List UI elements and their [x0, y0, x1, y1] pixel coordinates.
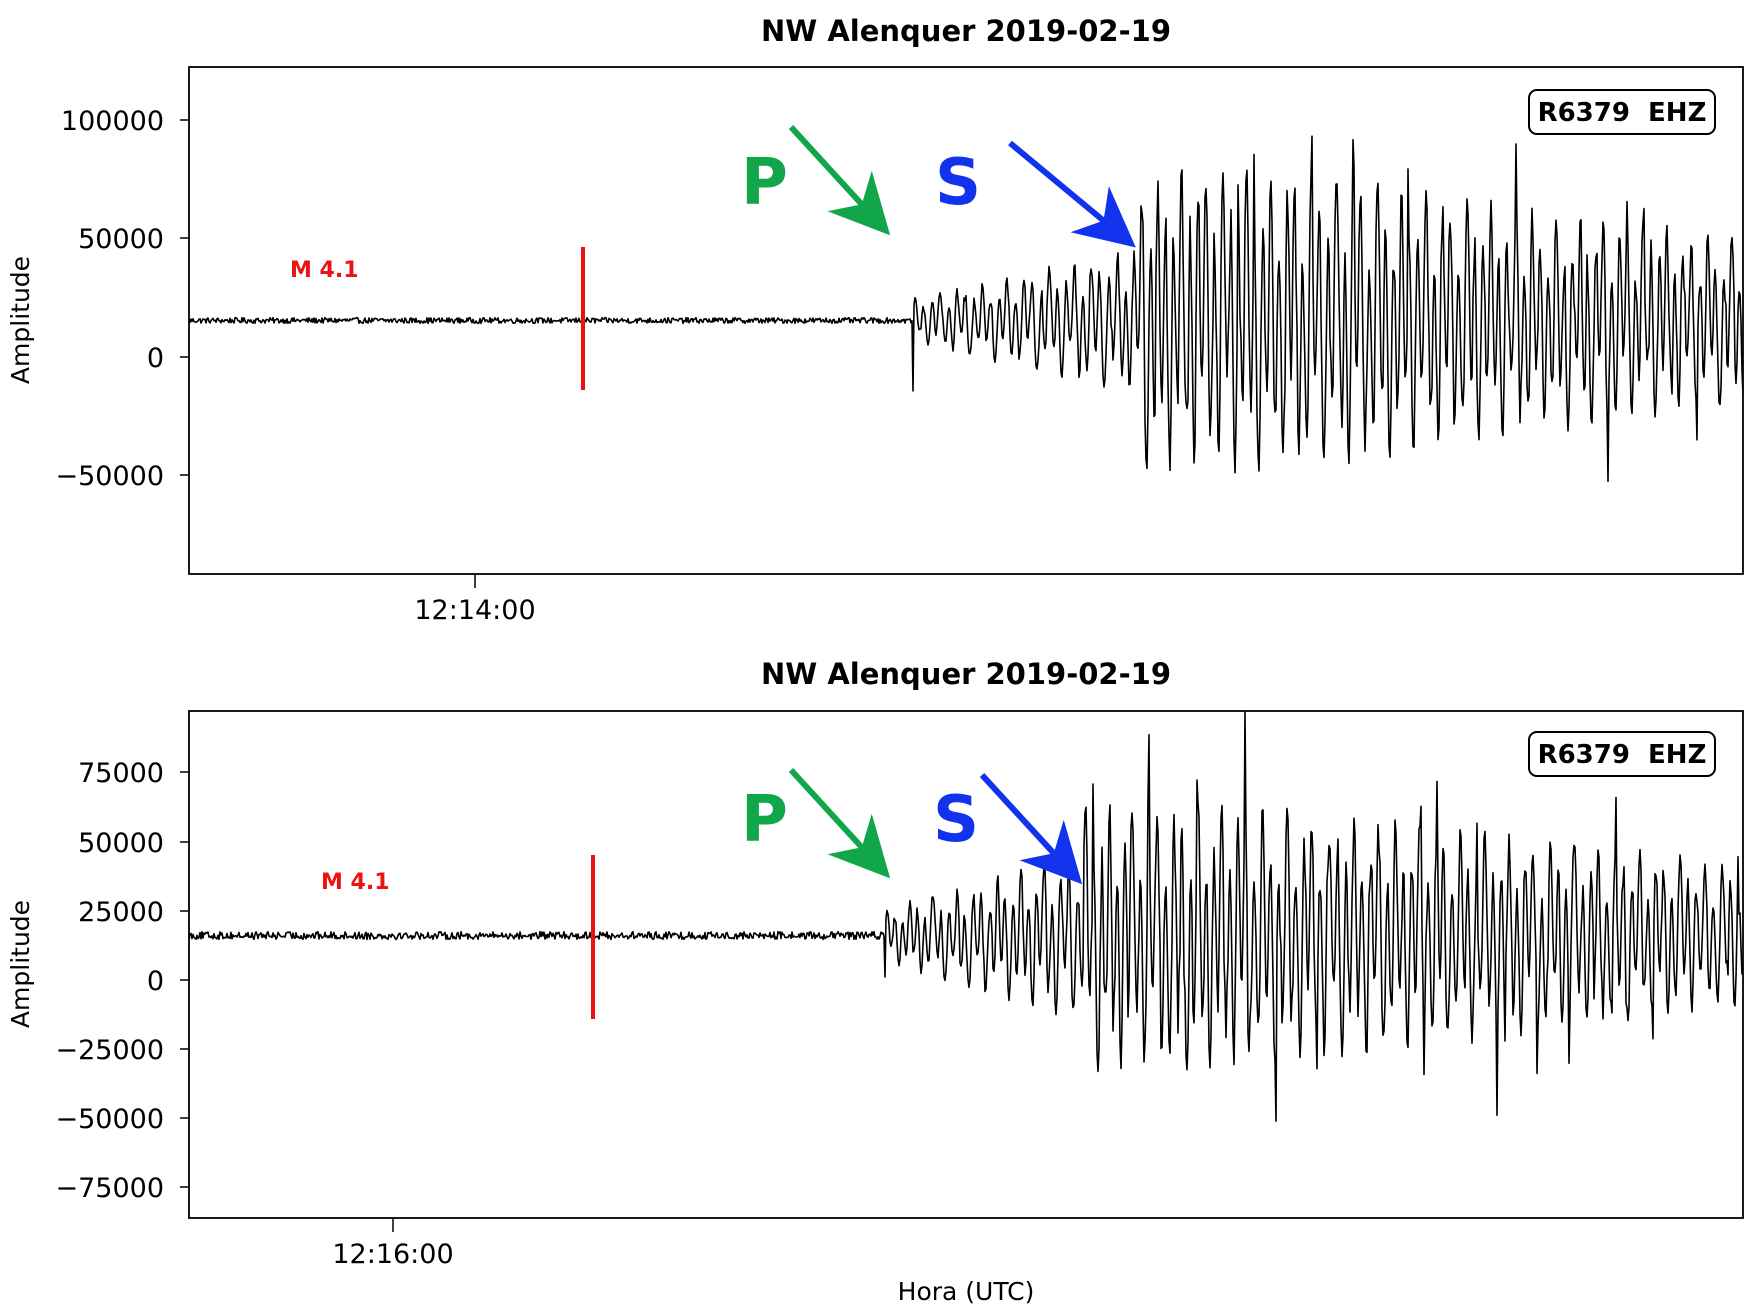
station-badge: R6379 EHZ [1528, 89, 1716, 135]
y-tick-label: −50000 [55, 461, 164, 492]
station-label: R6379 EHZ [1538, 740, 1707, 770]
y-tick-label: −25000 [55, 1035, 164, 1066]
x-axis: 12:16:00 Hora (UTC) [332, 1218, 1034, 1306]
y-axis-label: Amplitude [6, 256, 35, 384]
y-tick-label: 25000 [78, 897, 164, 928]
x-tick-label: 12:14:00 [414, 595, 535, 626]
plot-frame [188, 66, 1744, 575]
p-wave-label: P [741, 146, 788, 220]
y-tick-label: −50000 [55, 1104, 164, 1135]
x-tick-label: 12:16:00 [332, 1239, 453, 1270]
y-tick-label: −75000 [55, 1173, 164, 1204]
y-tick-label: 75000 [78, 758, 164, 789]
y-axis-label: Amplitude [6, 900, 35, 1028]
s-wave-arrow [1008, 140, 1136, 248]
chart-panel-bottom: NW Alenquer 2019-02-19 75000 50000 25000… [6, 657, 1744, 1306]
magnitude-label: M 4.1 [321, 870, 390, 895]
chart-title: NW Alenquer 2019-02-19 [761, 657, 1171, 691]
y-tick-label: 100000 [61, 106, 164, 137]
magnitude-label: M 4.1 [290, 258, 359, 283]
y-axis: 75000 50000 25000 0 −25000 −50000 −75000… [6, 758, 189, 1204]
station-badge-box [1528, 731, 1716, 777]
s-wave-label: S [933, 783, 979, 857]
x-axis-label: Hora (UTC) [898, 1277, 1035, 1306]
p-wave-arrow [788, 767, 891, 879]
chart-panel-top: NW Alenquer 2019-02-19 100000 50000 0 −5… [6, 14, 1744, 626]
y-tick-label: 50000 [78, 828, 164, 859]
y-tick-label: 0 [147, 966, 164, 997]
y-axis: 100000 50000 0 −50000 Amplitude [6, 106, 189, 492]
p-wave-arrow [788, 124, 891, 236]
x-axis: 12:14:00 [414, 574, 536, 626]
chart-title: NW Alenquer 2019-02-19 [761, 14, 1171, 48]
y-tick-label: 0 [147, 343, 164, 374]
p-wave-label: P [741, 783, 788, 857]
plot-frame [188, 710, 1744, 1219]
s-wave-label: S [935, 146, 981, 220]
seismogram-trace [189, 711, 1743, 1122]
station-badge: R6379 EHZ [1528, 731, 1716, 777]
seismogram-trace [189, 135, 1743, 482]
station-badge-box [1528, 89, 1716, 135]
station-label: R6379 EHZ [1538, 98, 1707, 128]
y-tick-label: 50000 [78, 224, 164, 255]
s-wave-arrow [979, 772, 1083, 885]
